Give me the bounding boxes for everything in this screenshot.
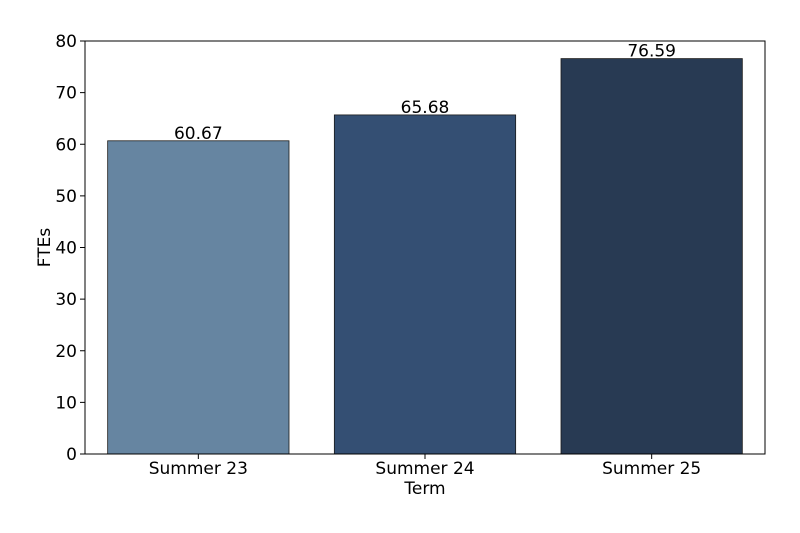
bar-summer-25: [560, 58, 743, 455]
y-tick-label: 60: [55, 135, 77, 155]
y-tick-label: 10: [55, 393, 77, 413]
bar-value-label: 65.68: [401, 98, 450, 118]
x-tick-label: Summer 25: [602, 459, 701, 479]
x-axis-title: Term: [403, 479, 445, 499]
y-tick-label: 50: [55, 187, 77, 207]
bar-value-label: 60.67: [174, 124, 223, 144]
bar-summer-23: [107, 140, 290, 455]
y-tick-label: 70: [55, 84, 77, 104]
bars-group: [107, 58, 743, 455]
y-tick-label: 40: [55, 239, 77, 259]
value-labels-group: 60.67 65.68 76.59: [174, 42, 676, 144]
bar-summer-24: [333, 114, 517, 455]
y-axis: 0 10 20 30 40 50 60 70 80: [55, 32, 85, 465]
y-tick-label: 0: [66, 445, 77, 465]
y-axis-title: FTEs: [35, 228, 55, 268]
y-tick-label: 20: [55, 342, 77, 362]
x-tick-label: Summer 23: [149, 459, 248, 479]
y-tick-label: 30: [55, 290, 77, 310]
x-axis: Summer 23 Summer 24 Summer 25: [149, 454, 701, 479]
bar-value-label: 76.59: [627, 42, 676, 62]
x-tick-label: Summer 24: [375, 459, 474, 479]
y-tick-label: 80: [55, 32, 77, 52]
